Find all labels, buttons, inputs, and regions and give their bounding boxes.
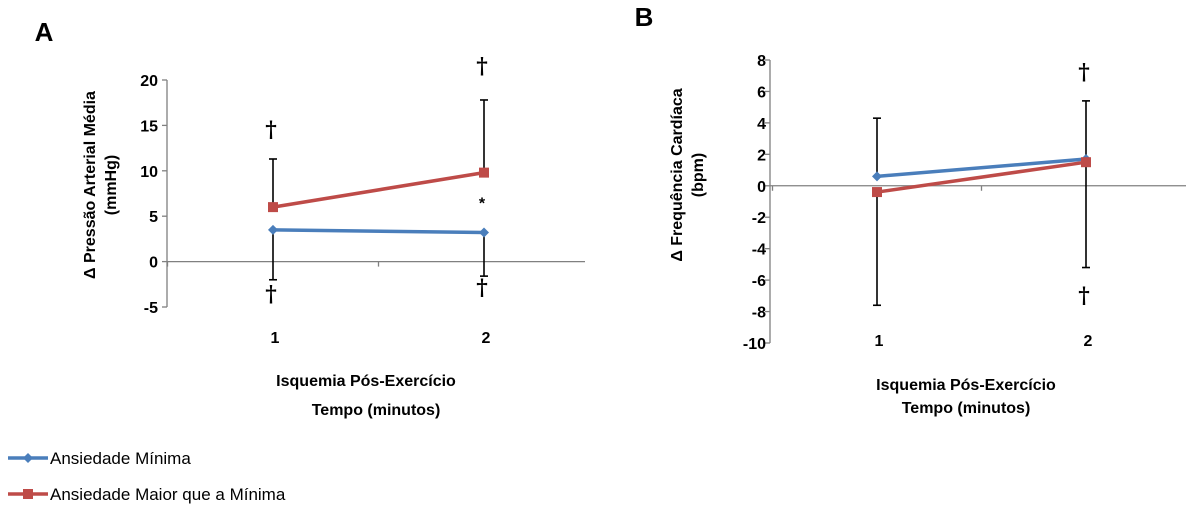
panel-a-significance-marker: †	[265, 281, 277, 307]
legend-swatch-marker	[23, 489, 33, 499]
panel-b-y-tick-label: 6	[757, 84, 766, 101]
panel-a-series-line-2	[272, 170, 485, 209]
panel-a-y-tick-label: 15	[140, 118, 158, 135]
panel-a-y-tick-label: 20	[140, 73, 158, 90]
panel-b-y-tick-label: 4	[757, 116, 766, 133]
panel-a-series-2-point	[268, 202, 278, 213]
legend: Ansiedade Mínima Ansiedade Maior que a Mí…	[8, 449, 286, 504]
panel-b-y-tick-label: -2	[752, 210, 766, 227]
panel-b-y-tick-label: -6	[752, 273, 766, 290]
panel-b-category-label: 2	[1084, 333, 1093, 350]
panel-a-chart: A -5 0 5 10 15 20 1 2 Δ Pressão Arterial Média (mm…	[35, 17, 585, 419]
legend-swatch-marker	[23, 453, 33, 463]
panel-a-y-axis-label: (mmHg)	[103, 155, 120, 215]
panel-a-series-1-point	[268, 224, 278, 235]
panel-b-x-axis-label: Isquemia Pós-Exercício	[876, 377, 1056, 394]
panel-b-y-tick-label: -10	[743, 336, 766, 353]
panel-b-series-2-point	[872, 187, 882, 198]
panel-a-label: A	[35, 17, 54, 47]
panel-b-y-tick-label: -4	[752, 242, 766, 259]
panel-b-series-line-2	[876, 160, 1087, 194]
panel-b-series-1-point	[872, 171, 882, 182]
panel-b-series-2-point	[1081, 157, 1091, 168]
panel-b-chart: B -10 -8 -6 -4 -2 0 2 4 6 8 1 2 Δ Frequência Cardíaca…	[635, 2, 1186, 417]
panel-a-category-label: 1	[271, 330, 280, 347]
panel-a-x-axis-label: Tempo (minutos)	[312, 402, 441, 419]
panel-a-y-tick-label: -5	[144, 300, 158, 317]
panel-a-significance-marker: *	[479, 196, 486, 213]
panel-a-y-axis-label: Δ Pressão Arterial Média	[82, 91, 99, 279]
panel-a-significance-marker: †	[476, 275, 488, 301]
panel-a-y-tick-label: 10	[140, 164, 158, 181]
panel-b-y-tick-label: 8	[757, 53, 766, 70]
panel-b-significance-marker: †	[1078, 60, 1090, 86]
panel-a-series-2-point	[479, 167, 489, 178]
panel-b-y-axis-label: Δ Frequência Cardíaca	[669, 88, 686, 261]
panel-a-y-tick-label: 5	[149, 209, 158, 226]
panel-b-y-tick-label: -8	[752, 305, 766, 322]
panel-b-series-line-1	[876, 157, 1087, 179]
panel-a-x-axis-label: Isquemia Pós-Exercício	[276, 373, 456, 390]
panel-b-category-label: 1	[875, 333, 884, 350]
panel-a-category-label: 2	[482, 330, 491, 347]
panel-b-y-tick-label: 2	[757, 147, 766, 164]
panel-a-significance-marker: †	[476, 53, 488, 79]
panel-b-y-axis-label: (bpm)	[690, 153, 707, 197]
panel-a-y-tick-label: 0	[149, 255, 158, 272]
panel-b-label: B	[635, 2, 654, 32]
panel-a-significance-marker: †	[265, 117, 277, 143]
panel-b-y-tick-label: 0	[757, 179, 766, 196]
panel-b-significance-marker: †	[1078, 283, 1090, 309]
panel-a-series-line-1	[272, 228, 485, 235]
legend-entry-label: Ansiedade Mínima	[50, 449, 191, 468]
panel-b-x-axis-label: Tempo (minutos)	[902, 400, 1031, 417]
panel-a-series-1-point	[479, 227, 489, 238]
legend-entry-label: Ansiedade Maior que a Mínima	[50, 485, 286, 504]
